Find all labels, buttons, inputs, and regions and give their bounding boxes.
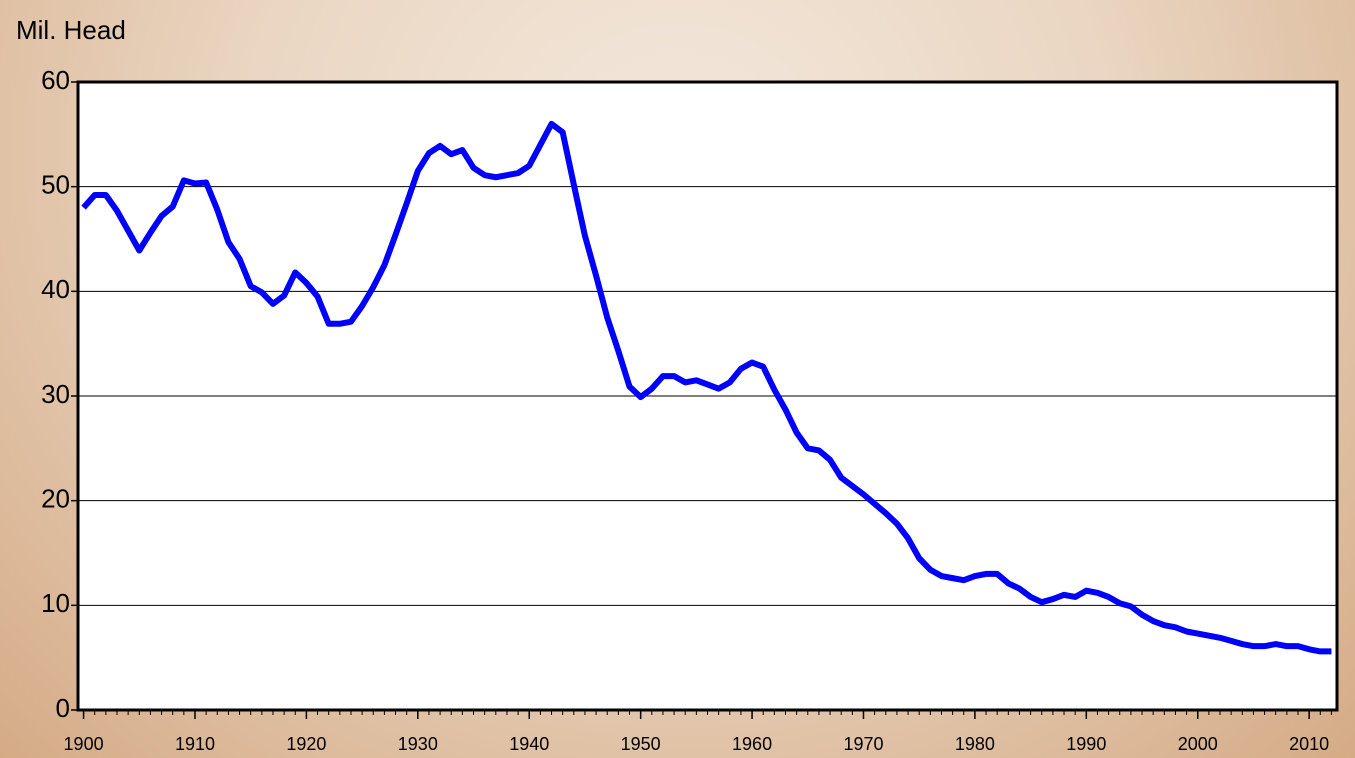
x-tick-label: 1990 bbox=[1066, 734, 1106, 754]
x-tick-label: 1930 bbox=[398, 734, 438, 754]
x-tick-label: 1920 bbox=[286, 734, 326, 754]
x-tick-label: 1970 bbox=[843, 734, 883, 754]
x-tick-label: 1900 bbox=[64, 734, 104, 754]
y-tick-label: 30 bbox=[41, 379, 70, 409]
x-tick-label: 1960 bbox=[732, 734, 772, 754]
x-tick-label: 1980 bbox=[955, 734, 995, 754]
data-line bbox=[81, 120, 1332, 655]
y-tick-label: 10 bbox=[41, 588, 70, 618]
plot-border bbox=[76, 80, 1339, 712]
y-tick-label: 50 bbox=[41, 170, 70, 200]
x-tick-label: 1910 bbox=[175, 734, 215, 754]
x-tick-label: 2000 bbox=[1178, 734, 1218, 754]
x-tick-label: 1950 bbox=[621, 734, 661, 754]
y-tick-label: 20 bbox=[41, 484, 70, 514]
y-tick-label: 40 bbox=[41, 274, 70, 304]
x-tick-label: 2010 bbox=[1289, 734, 1329, 754]
y-tick-label: 0 bbox=[56, 693, 70, 723]
y-tick-label: 60 bbox=[41, 65, 70, 95]
x-tick-label: 1940 bbox=[509, 734, 549, 754]
y-axis-label: Mil. Head bbox=[16, 15, 126, 45]
